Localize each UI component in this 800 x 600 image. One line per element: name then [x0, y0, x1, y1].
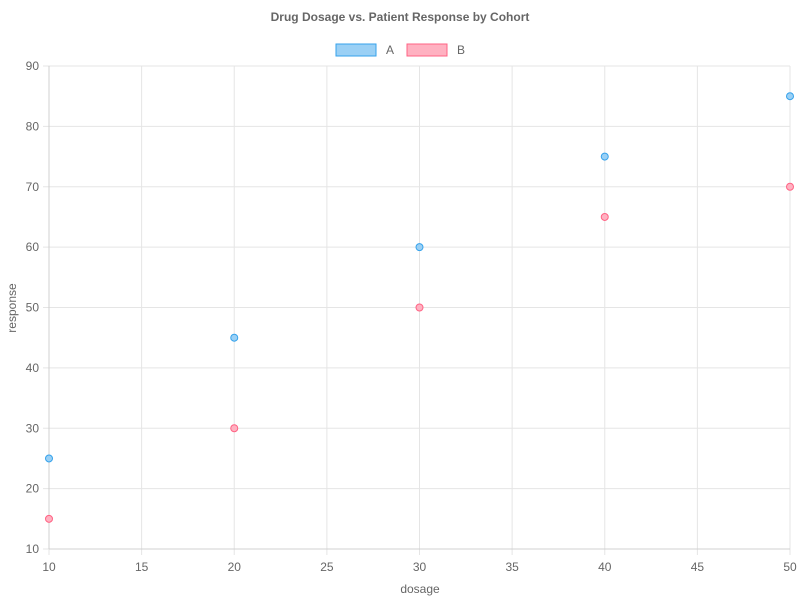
y-tick-label: 80: [26, 119, 40, 133]
y-tick-label: 70: [26, 180, 40, 194]
axes: 10 15 20 25 30 35 40 45 50 10 20 30 40 50 60 70 80 90: [26, 59, 797, 574]
y-tick-label: 10: [26, 542, 40, 556]
y-tick-label: 50: [26, 301, 40, 315]
chart-title: Drug Dosage vs. Patient Response by Coho…: [271, 10, 530, 24]
legend-label-b[interactable]: B: [457, 43, 465, 57]
y-tick-label: 40: [26, 361, 40, 375]
y-tick-label: 60: [26, 240, 40, 254]
y-tick-label: 20: [26, 482, 40, 496]
data-point-a[interactable]: [786, 92, 794, 101]
y-axis-title: response: [5, 283, 19, 333]
data-point-a[interactable]: [230, 333, 239, 342]
data-point-b[interactable]: [600, 212, 609, 221]
x-tick-label: 45: [691, 560, 705, 574]
x-tick-label: 40: [598, 560, 612, 574]
data-point-b[interactable]: [786, 182, 794, 191]
data-point-b[interactable]: [415, 303, 424, 312]
x-tick-label: 30: [413, 560, 427, 574]
data-point-b[interactable]: [230, 424, 239, 433]
x-tick-label: 50: [783, 560, 797, 574]
x-tick-label: 20: [228, 560, 242, 574]
x-tick-label: 35: [505, 560, 519, 574]
data-points: [45, 92, 794, 523]
x-axis-title: dosage: [400, 582, 440, 596]
data-point-a[interactable]: [415, 243, 424, 252]
x-tick-label: 25: [320, 560, 334, 574]
y-tick-label: 30: [26, 421, 40, 435]
legend-swatch-a[interactable]: [335, 43, 377, 57]
grid: [43, 65, 791, 555]
x-tick-label: 15: [135, 560, 149, 574]
data-point-a[interactable]: [45, 454, 53, 463]
data-point-a[interactable]: [600, 152, 609, 161]
y-tick-label: 90: [26, 59, 40, 73]
legend-label-a[interactable]: A: [386, 43, 394, 57]
data-point-b[interactable]: [45, 514, 53, 523]
legend-swatch-b[interactable]: [406, 43, 448, 57]
x-tick-label: 10: [42, 560, 56, 574]
